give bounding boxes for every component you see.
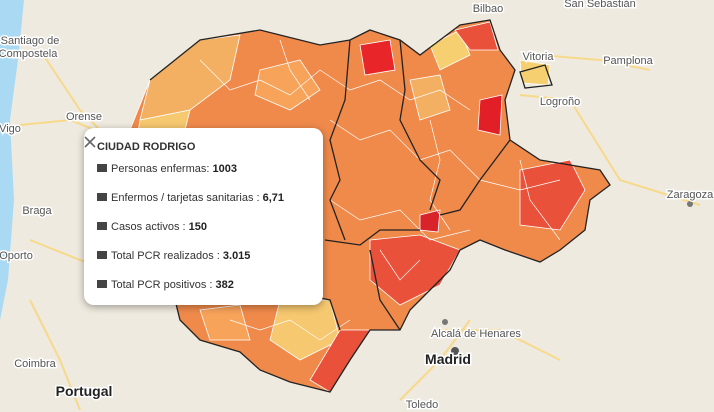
place-label: Compostela bbox=[0, 48, 58, 60]
popup-row: Personas enfermas: 1003 bbox=[97, 163, 237, 175]
row-label: Total PCR realizados : bbox=[111, 250, 220, 262]
row-icon bbox=[97, 164, 107, 172]
place-label: Vitoria bbox=[523, 51, 555, 63]
place-label: Pamplona bbox=[603, 55, 653, 67]
popup-row: Total PCR realizados : 3.015 bbox=[97, 250, 250, 262]
roads bbox=[19, 49, 701, 411]
popup-row: Casos activos : 150 bbox=[97, 221, 207, 233]
place-label: Toledo bbox=[406, 399, 438, 411]
place-label: Coimbra bbox=[14, 358, 56, 370]
row-value: 3.015 bbox=[222, 250, 251, 262]
popup-title: CIUDAD RODRIGO bbox=[97, 141, 196, 153]
row-value: 382 bbox=[215, 279, 234, 291]
row-icon bbox=[97, 251, 107, 259]
place-label: Orense bbox=[66, 111, 102, 123]
row-label: Personas enfermas: bbox=[111, 163, 210, 175]
row-value: 6,71 bbox=[262, 192, 285, 204]
row-icon bbox=[97, 280, 107, 288]
city-dot bbox=[442, 319, 448, 325]
place-label: Alcalá de Henares bbox=[431, 328, 521, 340]
sea bbox=[0, 0, 24, 320]
place-label: Braga bbox=[22, 205, 52, 217]
place-label: Zaragoza bbox=[667, 189, 714, 201]
popup-row: Enfermos / tarjetas sanitarias : 6,71 bbox=[97, 192, 284, 204]
place-label: San Sebastián bbox=[564, 0, 636, 10]
place-label: Portugal bbox=[56, 383, 113, 399]
info-popup: CIUDAD RODRIGO Personas enfermas: 1003 En… bbox=[84, 128, 323, 305]
row-label: Casos activos : bbox=[111, 221, 186, 233]
close-button[interactable] bbox=[84, 136, 96, 148]
place-label: Madrid bbox=[425, 351, 471, 367]
row-label: Enfermos / tarjetas sanitarias : bbox=[111, 192, 260, 204]
place-label: Santiago de bbox=[1, 35, 60, 47]
place-label: Vigo bbox=[0, 123, 21, 135]
popup-row: Total PCR positivos : 382 bbox=[97, 279, 234, 291]
place-label: Bilbao bbox=[473, 3, 504, 15]
row-label: Total PCR positivos : bbox=[111, 279, 213, 291]
row-icon bbox=[97, 222, 107, 230]
row-value: 1003 bbox=[212, 163, 237, 175]
city-dot bbox=[687, 201, 693, 207]
place-label: Oporto bbox=[0, 250, 33, 262]
row-icon bbox=[97, 193, 107, 201]
city-dot bbox=[451, 347, 459, 355]
place-label: Logroño bbox=[540, 96, 580, 108]
row-value: 150 bbox=[188, 221, 208, 233]
